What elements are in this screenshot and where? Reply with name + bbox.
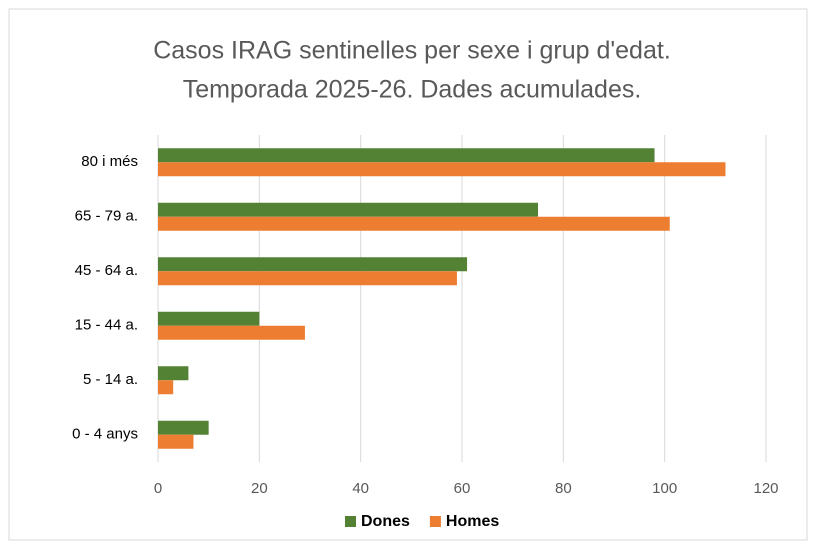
bar [158, 325, 305, 340]
y-tick-label: 65 - 79 a. [75, 208, 138, 225]
x-tick-label: 60 [454, 480, 471, 497]
bar [158, 271, 457, 286]
bar [158, 257, 468, 272]
x-tick-label: 0 [154, 480, 162, 497]
x-tick-label: 100 [652, 480, 677, 497]
bar [158, 380, 174, 395]
y-tick-label: 5 - 14 a. [83, 371, 138, 388]
legend-label: Homes [446, 513, 499, 530]
x-tick-label: 80 [555, 480, 572, 497]
legend-label: Dones [361, 513, 410, 530]
x-tick-label: 120 [753, 480, 778, 497]
chart-title: Temporada 2025-26. Dades acumulades. [183, 76, 642, 104]
chart-title: Casos IRAG sentinelles per sexe i grup d… [153, 37, 671, 65]
bar [158, 366, 189, 381]
y-tick-label: 80 i més [81, 153, 138, 170]
bar [158, 162, 726, 177]
legend-swatch [345, 516, 356, 527]
bar [158, 420, 209, 435]
bar [158, 311, 260, 326]
bar [158, 202, 538, 217]
legend-swatch [429, 516, 441, 527]
bar [158, 434, 194, 449]
y-tick-label: 15 - 44 a. [75, 317, 138, 334]
bar [158, 216, 670, 231]
bar [158, 148, 655, 163]
x-tick-label: 20 [251, 480, 268, 497]
y-tick-label: 45 - 64 a. [75, 262, 138, 279]
x-tick-label: 40 [352, 480, 369, 497]
y-tick-label: 0 - 4 anys [72, 426, 138, 443]
